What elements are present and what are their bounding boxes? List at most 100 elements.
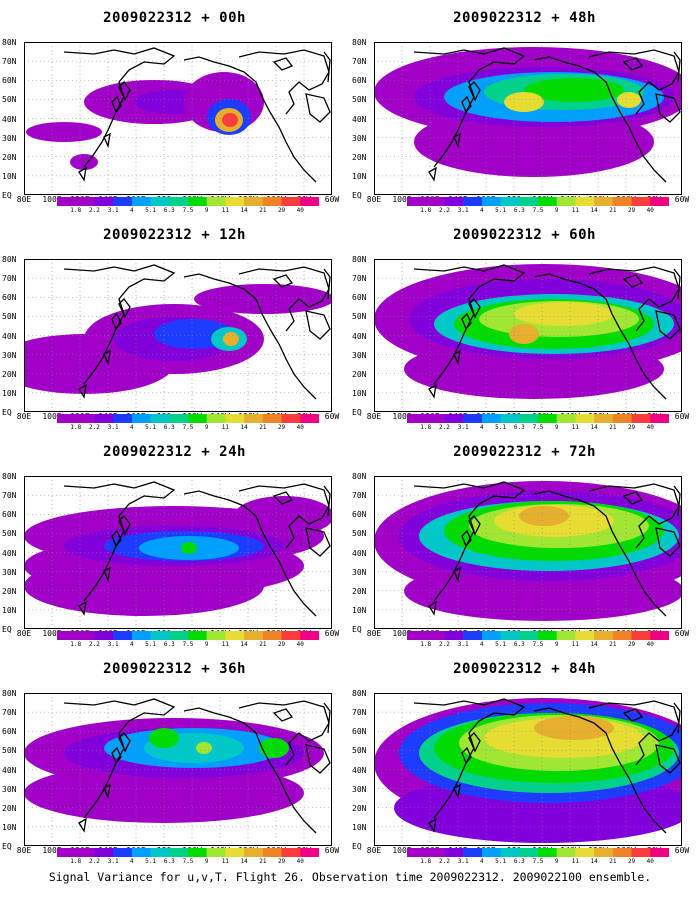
colorbar-swatch <box>650 414 669 423</box>
latitude-label: 80N <box>2 472 17 481</box>
latitude-label: 60N <box>2 510 17 520</box>
coastline <box>533 273 667 400</box>
coastline <box>63 481 176 602</box>
panel-title: 2009022312 + 24h <box>103 444 246 460</box>
coastline <box>655 310 681 340</box>
latitude-label: 10N <box>352 388 367 398</box>
latitude-label: 50N <box>2 312 17 322</box>
map-panel: 2009022312 + 84h 80N 70N 60N 50N 40N 30N 20N 10N… <box>352 653 697 871</box>
longitude-label: 60W <box>674 846 690 855</box>
colorbar-label: 9 <box>204 424 209 431</box>
coastline <box>428 600 437 616</box>
longitude-label: 60W <box>324 412 340 421</box>
coastline <box>461 95 472 114</box>
colorbar-label: 4 <box>480 207 484 214</box>
colorbar-swatch <box>281 197 301 206</box>
latitude-label: 60N <box>352 510 367 520</box>
colorbar-label: 4 <box>480 424 484 431</box>
colorbar-label: 5.1 <box>145 858 156 865</box>
colorbar-swatch <box>244 414 264 423</box>
colorbar-swatch <box>481 197 502 206</box>
colorbar-swatch <box>425 848 445 857</box>
map-plot <box>374 476 682 629</box>
longitude-label: 60W <box>324 629 340 638</box>
signal-contour <box>223 332 239 346</box>
colorbar-label: 11 <box>221 424 230 431</box>
colorbar-label: 14 <box>240 858 248 865</box>
signal-contour <box>524 78 624 102</box>
latitude-label: 80N <box>352 255 367 264</box>
latitude-label: 30N <box>2 133 17 143</box>
coastline <box>103 783 111 800</box>
colorbar-label: 2.2 <box>89 207 100 214</box>
latitude-label: 80N <box>2 689 17 698</box>
colorbar-swatch <box>188 848 208 857</box>
colorbar-swatch <box>262 848 283 857</box>
signal-contour <box>194 284 332 314</box>
colorbar-swatch <box>188 197 208 206</box>
colorbar-swatch <box>481 848 502 857</box>
colorbar-label: 29 <box>277 424 286 431</box>
latitude-label: 40N <box>352 331 367 341</box>
coastline <box>453 349 461 366</box>
longitude-label: 100E <box>392 629 412 638</box>
map-panel: 2009022312 + 36h 80N 70N 60N 50N 40N 30N 20N 10N… <box>2 653 347 871</box>
coastline <box>468 732 481 753</box>
colorbar-swatch <box>538 197 558 206</box>
colorbar-label: 29 <box>627 641 636 648</box>
map-plot <box>374 259 682 412</box>
latitude-labels: 80N 70N 60N 50N 40N 30N 20N 10N EQ <box>2 689 24 851</box>
coastline <box>655 744 681 774</box>
latitude-label: EQ <box>352 625 362 634</box>
colorbar-swatch <box>225 631 245 640</box>
colorbar-swatch <box>481 414 502 423</box>
latitude-label: 10N <box>2 171 17 181</box>
colorbar-label: 21 <box>259 424 267 431</box>
colorbar-label: 1.8 <box>70 207 82 214</box>
latitude-labels: 80N 70N 60N 50N 40N 30N 20N 10N EQ <box>352 690 374 851</box>
colorbar-label: 40 <box>646 641 654 648</box>
colorbar-label: 21 <box>609 424 617 431</box>
latitude-label: 40N <box>352 114 367 124</box>
colorbar-label: 3.1 <box>457 858 469 865</box>
longitude-label: 100E <box>42 412 62 421</box>
signal-contour <box>504 92 544 112</box>
colorbar-swatch <box>113 197 133 206</box>
map-panel: 2009022312 + 60h 80N 70N 60N 50N 40N 30N 20N 10N… <box>352 219 697 437</box>
colorbar-swatch <box>188 631 208 640</box>
latitude-labels: 80N 70N 60N 50N 40N 30N 20N 10N EQ <box>2 256 24 417</box>
colorbar-swatch <box>444 631 464 640</box>
colorbar-swatch <box>206 414 226 423</box>
colorbar-label: 29 <box>627 424 636 431</box>
latitude-label: 50N <box>2 746 17 756</box>
latitude-label: 10N <box>2 822 17 832</box>
latitude-label: 60N <box>352 76 367 86</box>
colorbar-label: 40 <box>646 424 654 431</box>
colorbar <box>57 197 319 206</box>
colorbar-label: 1.8 <box>420 207 432 214</box>
signal-contour <box>259 738 289 758</box>
longitude-label: 60W <box>324 195 340 204</box>
colorbar-swatch <box>500 848 520 857</box>
coastline <box>118 515 131 536</box>
colorbar-label: 5.1 <box>145 641 156 648</box>
coastline <box>588 266 680 332</box>
latitude-label: 30N <box>2 567 17 577</box>
coastline <box>622 274 644 288</box>
colorbar-swatch <box>75 414 95 423</box>
latitude-label: 40N <box>2 548 17 558</box>
colorbar-swatch <box>281 848 301 857</box>
coastline <box>413 264 526 385</box>
latitude-label: EQ <box>352 408 362 417</box>
colorbar-swatch <box>519 197 539 206</box>
colorbar-label: 2.2 <box>89 424 100 431</box>
latitude-label: 70N <box>352 491 367 501</box>
colorbar <box>407 197 669 206</box>
colorbar-swatch <box>300 631 319 640</box>
colorbar-label: 5.1 <box>145 207 156 214</box>
signal-contour <box>234 496 332 536</box>
colorbar-swatch <box>463 414 483 423</box>
latitude-label: 10N <box>2 388 17 398</box>
colorbar-label: 21 <box>609 207 617 214</box>
colorbar-labels: 1.8 2.2 3.1 4 5.1 6.3 7.5 9 11 14 21 29 40 <box>407 207 669 217</box>
